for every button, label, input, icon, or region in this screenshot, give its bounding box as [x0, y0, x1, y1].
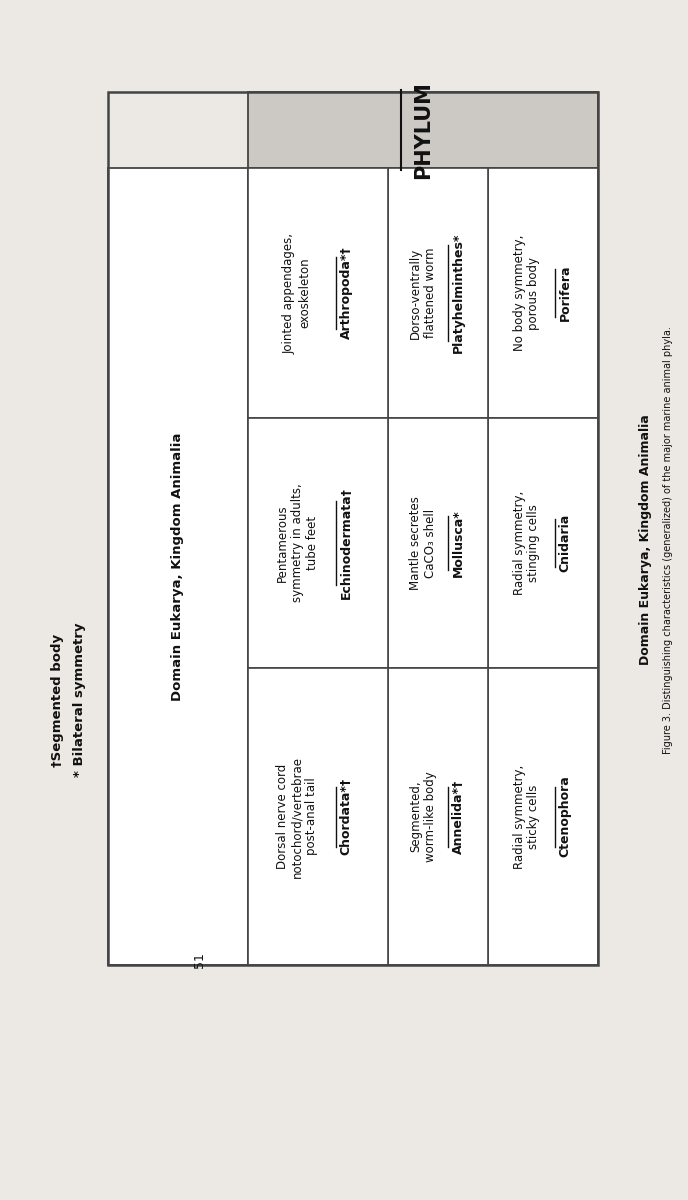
Text: Echinodermata†: Echinodermata†	[339, 487, 352, 599]
Text: Radial symmetry,
sticky cells: Radial symmetry, sticky cells	[513, 764, 541, 869]
Bar	[108, 168, 248, 965]
Text: Segmented,
worm-like body: Segmented, worm-like body	[409, 772, 437, 862]
Text: Dorsal nerve cord
notochord/vertebrae
post-anal tail: Dorsal nerve cord notochord/vertebrae po…	[275, 756, 319, 877]
Text: Annelida*†: Annelida*†	[451, 779, 464, 853]
Text: Platyhelminthes*: Platyhelminthes*	[451, 233, 464, 353]
Text: Dorso-ventrally
flattened worm: Dorso-ventrally flattened worm	[409, 247, 437, 338]
Text: Arthropoda*†: Arthropoda*†	[339, 247, 352, 340]
Bar	[488, 418, 598, 668]
Text: Cnidaria: Cnidaria	[559, 514, 572, 572]
Bar	[388, 418, 488, 668]
Bar	[108, 92, 598, 965]
Bar	[248, 92, 598, 168]
Bar	[388, 668, 488, 965]
Text: No body symmetry,
porous body: No body symmetry, porous body	[513, 235, 541, 352]
Text: Jointed appendages,
exoskeleton: Jointed appendages, exoskeleton	[283, 233, 311, 354]
Text: Radial symmetry,
stinging cells: Radial symmetry, stinging cells	[513, 491, 541, 595]
Text: Ctenophora: Ctenophora	[559, 775, 572, 857]
Text: Domain Eukarya, Kingdom Animalia: Domain Eukarya, Kingdom Animalia	[171, 432, 184, 701]
Text: Mantle secretes
CaCO₃ shell: Mantle secretes CaCO₃ shell	[409, 496, 437, 590]
Text: Porifera: Porifera	[559, 265, 572, 322]
Bar	[488, 668, 598, 965]
Text: PHYLUM: PHYLUM	[413, 82, 433, 179]
Text: †Segmented body: †Segmented body	[52, 634, 65, 767]
Text: Mollusca*: Mollusca*	[451, 509, 464, 577]
Text: Domain Eukarya, Kingdom Animalia: Domain Eukarya, Kingdom Animalia	[638, 415, 652, 665]
Text: Pentamerous
symmetry in adults,
tube feet: Pentamerous symmetry in adults, tube fee…	[275, 484, 319, 602]
Bar	[388, 168, 488, 418]
Text: * Bilateral symmetry: * Bilateral symmetry	[74, 623, 87, 778]
Bar	[248, 668, 388, 965]
Text: Chordata*†: Chordata*†	[339, 778, 352, 856]
Text: Figure 3. Distinguishing characteristics (generalized) of the major marine anima: Figure 3. Distinguishing characteristics…	[663, 326, 673, 754]
Bar	[248, 168, 388, 418]
Bar	[248, 418, 388, 668]
Bar	[488, 168, 598, 418]
Text: 51: 51	[193, 952, 206, 968]
